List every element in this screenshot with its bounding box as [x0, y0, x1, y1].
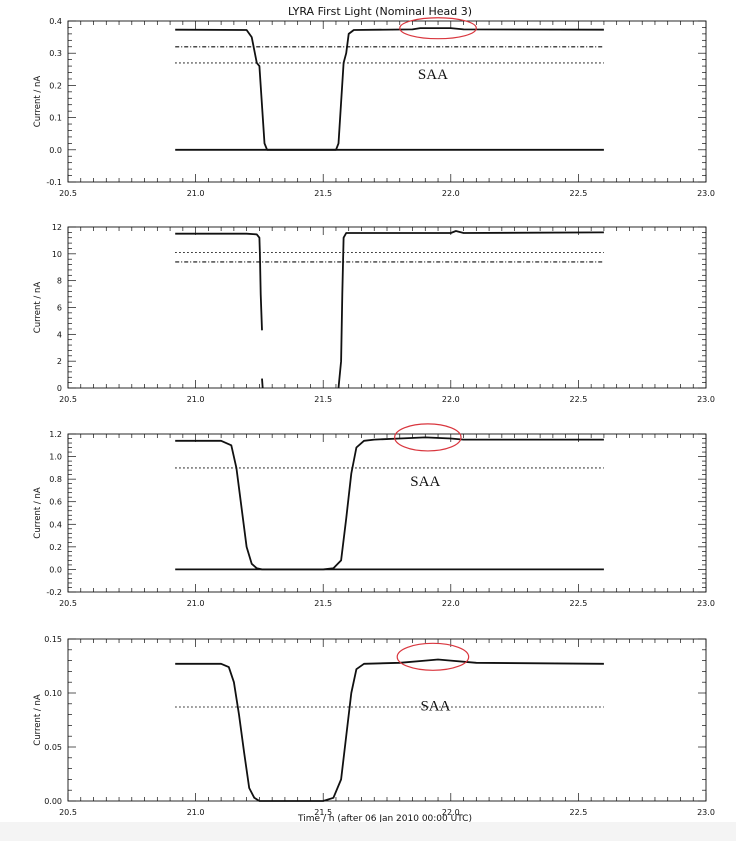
series-3-line: [337, 230, 604, 389]
plot-frame: [67, 226, 707, 389]
y-tick-label: 10: [52, 250, 62, 259]
y-axis-label: Current / nA: [33, 487, 43, 539]
x-tick-label: 22.5: [569, 599, 587, 608]
y-tick-label: 1.0: [49, 453, 62, 462]
x-tick-label: 23.0: [697, 189, 715, 198]
panel-3: 20.5 21.0 21.5 22.0 22.5 23.0 -0.2 0.0 0.2 0.4 0.6…: [33, 423, 715, 608]
y-tick-label: 0.2: [49, 543, 62, 552]
x-tick-label: 20.5: [59, 189, 77, 198]
x-tick-label: 20.5: [59, 599, 77, 608]
y-tick-label: 8: [57, 277, 62, 286]
y-tick-label: 0.4: [49, 17, 62, 26]
y-axis-label: Current / nA: [33, 282, 43, 334]
y-tick-label: -0.1: [46, 178, 62, 187]
y-tick-label: 0: [57, 384, 62, 393]
saa-highlight-ellipse: [396, 642, 470, 671]
y-tick-label: 6: [57, 304, 62, 313]
y-axis-label: Current / nA: [33, 76, 43, 128]
x-tick-label: 22.0: [442, 599, 460, 608]
figure-title: LYRA First Light (Nominal Head 3): [288, 5, 472, 18]
x-tick-label: 20.5: [59, 808, 77, 817]
x-tick-label: 22.5: [569, 395, 587, 404]
y-tick-label: 0.0: [49, 565, 62, 574]
x-tick-label: 21.0: [187, 189, 205, 198]
y-tick-label: 0.1: [49, 114, 62, 123]
x-tick-label: 23.0: [697, 599, 715, 608]
y-tick-label: 12: [52, 223, 62, 232]
bottom-strip: [0, 822, 736, 841]
panels: 20.5 21.0 21.5 22.0 22.5 23.0-0.10.00.10.20.3…: [33, 17, 715, 817]
panel-4: 20.5 21.0 21.5 22.0 22.5 23.0 0.00 0.05 0.10 0.15…: [33, 635, 715, 817]
y-tick-label: 0.10: [44, 689, 62, 698]
y-tick-label: -0.2: [46, 588, 62, 597]
x-tick-label: 21.5: [314, 395, 332, 404]
y-tick-label: 4: [57, 330, 62, 339]
series-1-line: [175, 27, 604, 151]
series-1-line: [175, 232, 263, 331]
saa-highlight-ellipse: [394, 423, 462, 452]
series-1-line: [175, 658, 604, 802]
saa-highlight-ellipse: [399, 17, 477, 40]
plot-frame: [67, 20, 707, 183]
x-tick-label: 20.5: [59, 395, 77, 404]
y-tick-label: 0.05: [44, 743, 62, 752]
series-1-line: [175, 436, 604, 571]
y-axis-label: Current / nA: [33, 694, 43, 746]
panel-2: 20.5 21.0 21.5 22.0 22.5 23.0 0 2 4 6 8 10 12 Current…: [33, 223, 715, 404]
x-tick-label: 22.5: [569, 808, 587, 817]
figure-xlabel: Time / h (after 06 Jan 2010 00:00 UTC): [297, 814, 472, 824]
x-tick-label: 21.5: [314, 808, 332, 817]
x-tick-label: 23.0: [697, 808, 715, 817]
saa-annotation: SAA: [418, 67, 448, 83]
x-tick-label: 21.5: [314, 599, 332, 608]
plot-frame: [67, 433, 707, 593]
x-tick-label: 21.0: [187, 808, 205, 817]
y-tick-label: 0.8: [49, 475, 62, 484]
x-tick-label: 22.0: [442, 395, 460, 404]
x-tick-label: 21.0: [187, 395, 205, 404]
y-tick-label: 0.2: [49, 81, 62, 90]
x-tick-label: 21.0: [187, 599, 205, 608]
panel-1: 20.5 21.0 21.5 22.0 22.5 23.0 -0.1 0.0 0.1 0.2 0.3…: [33, 17, 715, 198]
saa-annotation: SAA: [420, 698, 450, 714]
x-tick-label: 23.0: [697, 395, 715, 404]
saa-annotation: SAA: [410, 474, 440, 490]
x-tick-label: 21.5: [314, 189, 332, 198]
y-tick-label: 0.3: [49, 49, 62, 58]
y-tick-label: 0.15: [44, 635, 62, 644]
series-2-line: [261, 378, 264, 389]
y-tick-label: 0.00: [44, 797, 62, 806]
x-tick-label: 22.5: [569, 189, 587, 198]
y-tick-label: 0.6: [49, 498, 62, 507]
x-tick-label: 22.0: [442, 189, 460, 198]
y-tick-label: 2: [57, 357, 62, 366]
y-tick-label: 1.2: [49, 430, 62, 439]
y-tick-label: 0.4: [49, 520, 62, 529]
x-tick-label: 22.0: [442, 808, 460, 817]
y-tick-label: 0.0: [49, 146, 62, 155]
